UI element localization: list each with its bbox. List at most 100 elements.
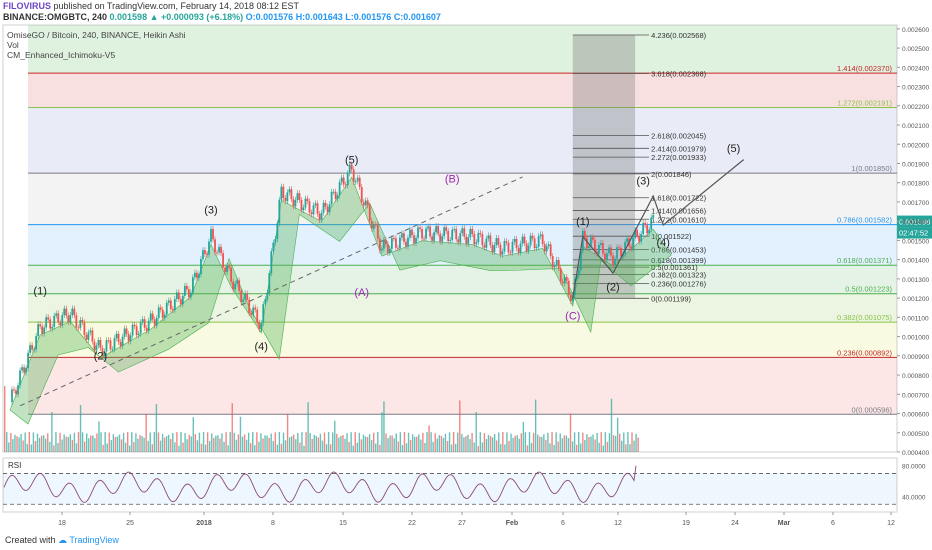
fib-extension-box bbox=[572, 35, 636, 299]
volume-bar bbox=[481, 442, 484, 452]
author-name[interactable]: FILOVIRUS bbox=[3, 1, 52, 11]
fib-extension-label: 0.236(0.001276) bbox=[651, 280, 707, 289]
volume-bar bbox=[621, 440, 623, 452]
tradingview-brand[interactable]: TradingView bbox=[69, 535, 119, 545]
volume-bar bbox=[512, 437, 514, 452]
candle-body bbox=[23, 367, 25, 373]
volume-bar bbox=[159, 440, 162, 452]
volume-bar bbox=[135, 433, 137, 452]
volume-bar bbox=[170, 438, 172, 452]
volume-bar bbox=[215, 435, 217, 452]
volume-bar bbox=[81, 432, 84, 452]
volume-bar bbox=[399, 432, 402, 452]
volume-bar bbox=[342, 435, 344, 452]
candle-body bbox=[407, 237, 409, 247]
candle-body bbox=[294, 199, 297, 207]
volume-bar bbox=[561, 438, 563, 452]
volume-bar bbox=[53, 445, 55, 452]
volume-bar bbox=[416, 436, 418, 452]
volume-bar bbox=[530, 442, 533, 452]
candle-body bbox=[391, 238, 393, 249]
volume-bar bbox=[256, 432, 258, 452]
volume-bar bbox=[211, 433, 213, 452]
volume-bar bbox=[487, 434, 490, 452]
volume-bar bbox=[493, 433, 496, 452]
candle-body bbox=[525, 243, 528, 252]
candle-body bbox=[266, 292, 269, 300]
volume-bar bbox=[619, 433, 621, 452]
volume-legend[interactable]: Vol bbox=[7, 40, 19, 50]
candle-body bbox=[433, 232, 436, 241]
rsi-tick-label: 80.0000 bbox=[902, 464, 926, 471]
series-title[interactable]: OmiseGO / Bitcoin, 240, BINANCE, Heikin … bbox=[7, 30, 186, 40]
volume-bar bbox=[459, 400, 461, 452]
volume-bar bbox=[28, 432, 30, 452]
candle-body bbox=[165, 302, 168, 315]
candle-body bbox=[173, 299, 176, 311]
candle-body bbox=[284, 197, 287, 202]
volume-bar bbox=[168, 434, 170, 452]
volume-bar bbox=[498, 432, 500, 452]
time-tick-label: 6 bbox=[831, 520, 835, 527]
close-price: C:0.001607 bbox=[393, 12, 441, 22]
time-tick-label: 19 bbox=[682, 520, 690, 527]
volume-bar bbox=[40, 435, 43, 452]
time-tick-label: Feb bbox=[506, 520, 518, 527]
symbol-line: BINANCE:OMGBTC, 240 bbox=[3, 12, 108, 22]
candle-body bbox=[67, 315, 70, 323]
volume-bar bbox=[393, 438, 395, 452]
candle-body bbox=[169, 300, 172, 309]
candle-body bbox=[415, 237, 417, 244]
candle-body bbox=[308, 201, 311, 213]
indicator-legend[interactable]: CM_Enhanced_Ichimoku-V5 bbox=[7, 50, 116, 60]
volume-bar bbox=[165, 436, 168, 452]
volume-bar bbox=[504, 444, 506, 452]
candle-body bbox=[31, 345, 34, 350]
volume-bar bbox=[553, 445, 555, 452]
volume-bar bbox=[508, 440, 510, 452]
volume-bar bbox=[411, 434, 414, 452]
volume-bar bbox=[258, 441, 260, 452]
volume-bar bbox=[448, 432, 451, 452]
volume-bar bbox=[518, 438, 520, 452]
volume-bar bbox=[483, 433, 486, 452]
candle-body bbox=[397, 247, 399, 249]
volume-bar bbox=[442, 437, 445, 452]
candle-body bbox=[358, 177, 361, 188]
fib-band bbox=[28, 73, 897, 108]
price-tick-label: 0.000900 bbox=[902, 354, 929, 361]
volume-bar bbox=[26, 443, 28, 452]
candle-body bbox=[135, 326, 138, 336]
volume-bar bbox=[260, 433, 262, 452]
fib-extension-label: 2.618(0.002045) bbox=[651, 132, 707, 141]
volume-bar bbox=[88, 438, 90, 452]
volume-bar bbox=[178, 445, 180, 452]
volume-bar bbox=[625, 444, 627, 452]
volume-bar bbox=[489, 436, 492, 452]
candle-body bbox=[618, 247, 620, 249]
volume-bar bbox=[307, 402, 309, 452]
volume-bar bbox=[450, 444, 453, 452]
candle-body bbox=[206, 254, 208, 256]
candle-body bbox=[632, 237, 634, 249]
candle-body bbox=[360, 187, 363, 203]
volume-bar bbox=[266, 435, 268, 452]
candle-body bbox=[129, 335, 132, 342]
candle-body bbox=[258, 322, 261, 330]
volume-bar bbox=[118, 434, 121, 452]
candle-body bbox=[429, 226, 431, 237]
candle-body bbox=[592, 237, 594, 240]
volume-bar bbox=[127, 432, 129, 452]
candle-body bbox=[604, 253, 606, 261]
volume-bar bbox=[455, 443, 457, 452]
candle-body bbox=[262, 304, 265, 323]
candle-body bbox=[236, 280, 239, 284]
candle-body bbox=[413, 235, 415, 244]
rsi-band bbox=[3, 473, 897, 505]
time-tick-label: 22 bbox=[408, 520, 416, 527]
candle-body bbox=[139, 322, 142, 334]
volume-bar bbox=[108, 432, 110, 452]
volume-bar bbox=[516, 435, 518, 452]
price-chart[interactable]: 1(0.001850) 0.786(0.001582) 0.618(0.001371… bbox=[0, 0, 932, 530]
candle-body bbox=[565, 277, 568, 281]
